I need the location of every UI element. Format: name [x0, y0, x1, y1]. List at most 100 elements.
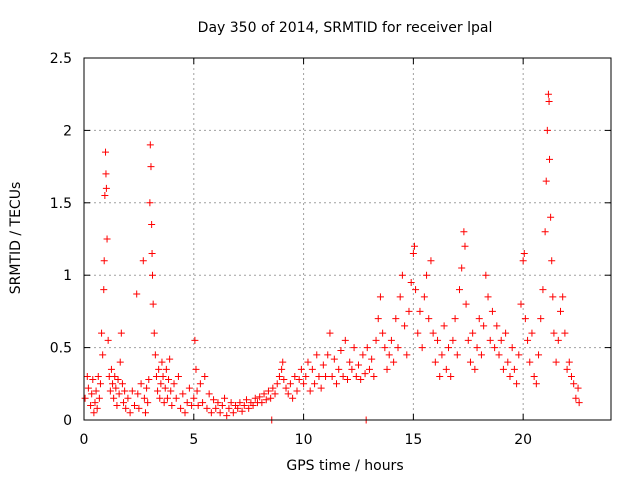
data-point: [102, 148, 110, 156]
data-point: [449, 336, 457, 344]
data-point: [106, 387, 114, 395]
data-point: [260, 390, 268, 398]
data-point: [90, 409, 98, 417]
data-point: [488, 307, 496, 315]
y-tick-label: 2: [63, 123, 72, 139]
data-point: [280, 375, 288, 383]
data-point: [515, 351, 523, 359]
data-point: [370, 373, 378, 381]
data-point: [94, 373, 102, 381]
data-point: [550, 329, 558, 337]
data-point: [190, 394, 198, 402]
data-point: [144, 399, 152, 407]
x-tick-label: 10: [295, 432, 313, 448]
data-point: [420, 293, 428, 301]
data-point: [455, 286, 463, 294]
data-point: [111, 373, 119, 381]
data-point: [330, 355, 338, 363]
data-point: [194, 402, 202, 410]
data-point: [225, 404, 233, 412]
data-point: [504, 358, 512, 366]
data-point: [214, 399, 222, 407]
data-point: [100, 257, 108, 265]
data-point: [381, 344, 389, 352]
data-point: [101, 192, 109, 200]
data-point: [352, 373, 360, 381]
data-point: [157, 380, 165, 388]
data-point: [102, 170, 110, 178]
data-point: [154, 387, 162, 395]
data-point: [513, 380, 521, 388]
data-points: [81, 90, 583, 424]
data-point: [160, 399, 168, 407]
data-point: [442, 365, 450, 373]
data-point: [172, 394, 180, 402]
data-point: [135, 404, 143, 412]
data-point: [84, 384, 92, 392]
data-point: [311, 380, 319, 388]
x-tick-label: 5: [189, 432, 198, 448]
data-point: [520, 249, 528, 257]
data-point: [339, 373, 347, 381]
data-point: [535, 351, 543, 359]
data-point: [88, 390, 96, 398]
data-point: [570, 380, 578, 388]
data-point: [497, 336, 505, 344]
data-point: [185, 384, 193, 392]
data-point: [192, 365, 200, 373]
data-point: [300, 380, 308, 388]
data-point: [137, 380, 145, 388]
data-point: [170, 380, 178, 388]
data-point: [156, 394, 164, 402]
data-point: [236, 399, 244, 407]
data-point: [390, 358, 398, 366]
data-point: [83, 373, 91, 381]
data-point: [163, 394, 171, 402]
data-point: [567, 373, 575, 381]
data-point: [333, 380, 341, 388]
data-point: [145, 375, 153, 383]
data-point: [267, 394, 275, 402]
data-point: [561, 329, 569, 337]
data-point: [480, 322, 488, 330]
data-point: [317, 384, 325, 392]
data-point: [165, 375, 173, 383]
data-point: [304, 358, 312, 366]
data-point: [251, 394, 259, 402]
data-point: [346, 358, 354, 366]
data-point: [212, 404, 220, 412]
data-point: [440, 322, 448, 330]
data-point: [348, 365, 356, 373]
data-point: [196, 380, 204, 388]
data-point: [104, 336, 112, 344]
data-point: [486, 336, 494, 344]
data-point: [313, 351, 321, 359]
data-point: [451, 315, 459, 323]
data-point: [99, 351, 107, 359]
data-point: [151, 351, 159, 359]
data-point: [319, 361, 327, 369]
data-point: [242, 396, 250, 404]
data-point: [475, 315, 483, 323]
data-point: [295, 375, 303, 383]
data-point: [372, 336, 380, 344]
data-point: [537, 315, 545, 323]
data-point: [133, 290, 141, 298]
data-point: [414, 329, 422, 337]
data-point: [471, 365, 479, 373]
data-point: [91, 399, 99, 407]
data-point: [207, 409, 215, 417]
data-point: [109, 380, 117, 388]
data-point: [575, 399, 583, 407]
data-point: [431, 358, 439, 366]
data-point: [249, 402, 257, 410]
data-point: [484, 293, 492, 301]
data-point: [493, 322, 501, 330]
data-point: [341, 336, 349, 344]
data-point: [273, 380, 281, 388]
data-point: [126, 409, 134, 417]
data-point: [92, 387, 100, 395]
data-point: [387, 336, 395, 344]
data-point: [541, 228, 549, 236]
data-point: [530, 373, 538, 381]
